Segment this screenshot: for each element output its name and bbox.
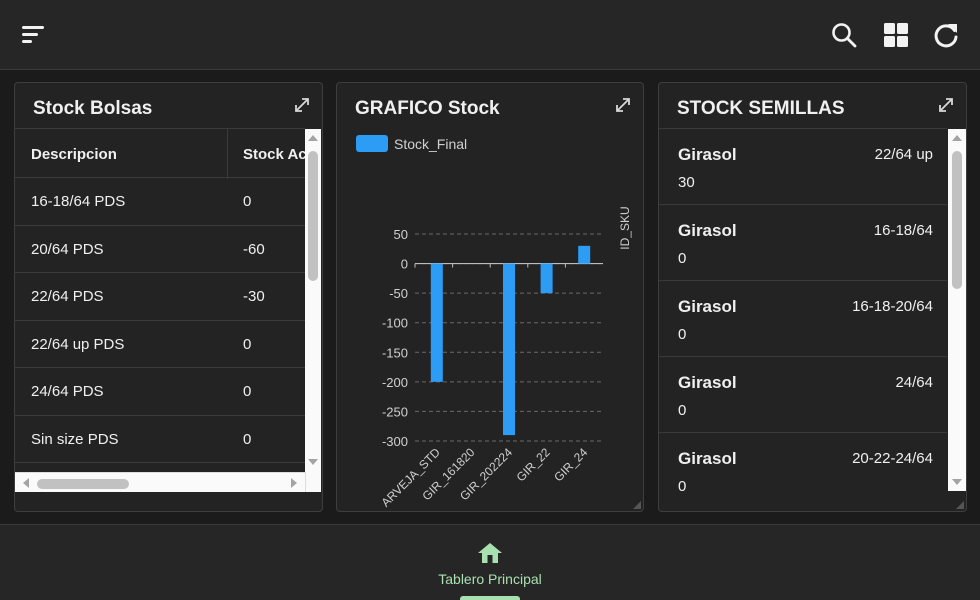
legend-label: Stock_Final	[394, 136, 467, 152]
item-name: Girasol	[678, 221, 737, 240]
scrollbar-thumb[interactable]	[952, 151, 962, 289]
resize-grip-icon[interactable]	[633, 501, 641, 509]
menu-icon	[22, 26, 44, 43]
cell-stock: -30	[243, 288, 265, 305]
bar-chart: Stock_Final500-50-100-150-200-250-300ARV…	[356, 135, 632, 508]
item-name: Girasol	[678, 373, 737, 392]
y-tick-label: 0	[401, 257, 408, 272]
y-tick-label: 50	[394, 227, 408, 242]
table-header: Descripcion Stock Ac	[15, 128, 307, 179]
home-icon	[478, 543, 502, 563]
expand-icon[interactable]	[936, 95, 956, 115]
y-tick-label: -100	[382, 316, 408, 331]
horizontal-scrollbar[interactable]	[15, 472, 321, 492]
scroll-down-arrow-icon[interactable]	[948, 475, 966, 489]
stock-semillas-panel: STOCK SEMILLAS Girasol 22/64 up 30 Giras…	[658, 82, 967, 512]
cell-stock: 0	[243, 383, 252, 400]
item-value: 0	[678, 478, 687, 495]
resize-grip-icon[interactable]	[956, 501, 964, 509]
item-name: Girasol	[678, 297, 737, 316]
scroll-left-arrow-icon[interactable]	[19, 475, 33, 491]
refresh-button[interactable]	[930, 19, 962, 51]
item-size: 20-22-24/64	[852, 450, 933, 467]
panel-title: Stock Bolsas	[33, 98, 153, 119]
y-tick-label: -300	[382, 434, 408, 449]
menu-button[interactable]	[17, 18, 49, 50]
column-divider[interactable]	[227, 129, 228, 179]
panel-title: STOCK SEMILLAS	[677, 98, 845, 119]
cell-stock: 0	[243, 193, 252, 210]
cell-descripcion: 22/64 up PDS	[31, 335, 125, 353]
item-name: Girasol	[678, 449, 737, 468]
table-row[interactable]: 16-18/64 PDS 0	[15, 178, 305, 226]
scroll-down-arrow-icon[interactable]	[305, 455, 321, 469]
scroll-right-arrow-icon[interactable]	[287, 475, 301, 491]
active-tab-indicator	[460, 596, 520, 600]
y-tick-label: -150	[382, 345, 408, 360]
table-row[interactable]: 22/64 up PDS 0	[15, 321, 305, 368]
item-value: 0	[678, 402, 687, 419]
table-row[interactable]: 20/64 PDS -60	[15, 226, 305, 273]
scroll-up-arrow-icon[interactable]	[948, 131, 966, 145]
item-value: 30	[678, 174, 695, 191]
column-header-stock[interactable]: Stock Ac	[243, 146, 307, 163]
vertical-scrollbar[interactable]	[305, 129, 321, 472]
cell-stock: -60	[243, 240, 265, 258]
stock-bolsas-panel: Stock Bolsas Descripcion Stock Ac 16-18/…	[14, 82, 323, 512]
cell-descripcion: 20/64 PDS	[31, 240, 104, 258]
legend-swatch	[356, 135, 388, 152]
item-value: 0	[678, 326, 687, 343]
vertical-scrollbar[interactable]	[948, 129, 966, 491]
bottom-navigation: Tablero Principal	[0, 524, 980, 600]
item-size: 16-18-20/64	[852, 298, 933, 315]
scrollbar-thumb[interactable]	[308, 151, 318, 281]
bar	[430, 263, 443, 382]
panel-title: GRAFICO Stock	[355, 98, 500, 119]
item-value: 0	[678, 250, 687, 267]
cell-descripcion: 24/64 PDS	[31, 383, 104, 400]
table-row[interactable]: 22/64 PDS -30	[15, 273, 305, 321]
grafico-stock-panel: GRAFICO Stock Stock_Final 50 0 -50 -100 -150 -…	[336, 82, 644, 512]
list-item[interactable]: Girasol 24/64 0	[659, 357, 947, 433]
scroll-up-arrow-icon[interactable]	[305, 131, 321, 145]
x-tick-label: GIR_22	[514, 445, 553, 484]
item-size: 16-18/64	[873, 222, 933, 239]
list-item[interactable]: Girasol 22/64 up 30	[659, 129, 947, 205]
grid-icon	[884, 23, 908, 47]
bar	[503, 263, 515, 436]
table-row[interactable]: Sin size PDS 0	[15, 416, 305, 463]
table-row[interactable]: 24/64 PDS 0	[15, 368, 305, 416]
list-item[interactable]: Girasol 16-18/64 0	[659, 205, 947, 281]
column-header-descripcion[interactable]: Descripcion	[31, 146, 117, 163]
bar	[578, 245, 591, 264]
cell-stock: 0	[243, 430, 252, 448]
cell-descripcion: 22/64 PDS	[31, 288, 104, 305]
list-item[interactable]: Girasol 20-22-24/64 0	[659, 433, 947, 509]
table-body: 16-18/64 PDS 0 20/64 PDS -60 22/64 PDS -…	[15, 178, 305, 463]
item-size: 22/64 up	[874, 146, 933, 163]
axis-title: ID_SKU	[618, 206, 632, 249]
top-app-bar	[0, 0, 980, 70]
search-icon	[832, 23, 857, 48]
cell-descripcion: 16-18/64 PDS	[31, 193, 126, 210]
x-tick-label: GIR_24	[551, 445, 590, 484]
nav-item-tablero-principal[interactable]	[420, 525, 560, 600]
item-size: 24/64	[895, 374, 933, 391]
bar	[540, 263, 553, 294]
item-name: Girasol	[678, 145, 737, 164]
refresh-icon	[934, 24, 958, 48]
grid-view-button[interactable]	[880, 19, 912, 51]
expand-icon[interactable]	[292, 95, 312, 115]
y-tick-label: -50	[389, 286, 408, 301]
search-button[interactable]	[828, 19, 860, 51]
nav-label: Tablero Principal	[438, 571, 542, 587]
expand-icon[interactable]	[613, 95, 633, 115]
list-item[interactable]: Girasol 16-18-20/64 0	[659, 281, 947, 357]
y-tick-label: -250	[382, 404, 408, 419]
scrollbar-corner	[305, 472, 321, 492]
y-tick-label: -200	[382, 375, 408, 390]
cell-stock: 0	[243, 335, 252, 353]
scrollbar-thumb[interactable]	[37, 479, 129, 489]
cell-descripcion: Sin size PDS	[31, 430, 119, 448]
